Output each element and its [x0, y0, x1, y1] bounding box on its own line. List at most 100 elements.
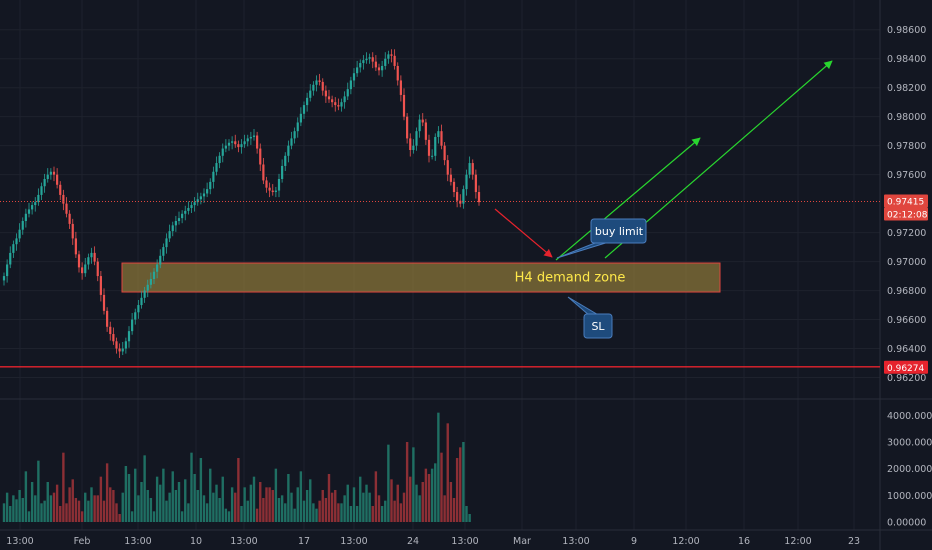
candle-body: [459, 200, 462, 204]
volume-bar: [274, 468, 278, 522]
candle-body: [346, 89, 349, 97]
candle-body: [9, 252, 12, 265]
candle-body: [315, 80, 318, 85]
volume-bar: [71, 479, 74, 522]
candle-body: [356, 67, 359, 74]
price-candles: [2, 49, 481, 358]
volume-bar: [343, 495, 346, 522]
volume-bar: [171, 471, 174, 522]
candle-body: [412, 145, 415, 151]
time-axis[interactable]: 13:00 Feb 13:00 10 13:00 17 13:00 24 13:00 Mar 13:…: [6, 536, 860, 547]
candle-body: [406, 116, 409, 139]
volume-bar: [65, 503, 68, 522]
volume-bar: [384, 500, 387, 522]
volume-bar: [249, 484, 253, 522]
candle-body: [177, 218, 181, 222]
price-axis[interactable]: 0.98600 0.98400 0.98200 0.98000 0.97800 0.976…: [887, 25, 926, 384]
candle-body: [456, 192, 459, 201]
volume-bar: [159, 484, 162, 522]
volume-bar: [421, 482, 424, 522]
candle-body: [252, 135, 256, 137]
candle-body: [284, 155, 287, 166]
sl-callout[interactable]: SL: [567, 296, 613, 339]
volume-bar: [68, 487, 71, 522]
volume-bar: [96, 495, 99, 522]
candle-body: [443, 145, 446, 161]
price-tick-label: 0.98200: [887, 83, 926, 94]
candle-body: [12, 244, 15, 253]
volume-bar: [118, 514, 121, 522]
candle-body: [46, 174, 49, 179]
candle-body: [449, 174, 452, 182]
red-down-arrow: [494, 208, 553, 258]
candle-body: [465, 174, 468, 190]
time-tick-label: 12:00: [784, 536, 811, 547]
time-tick-label: 9: [631, 536, 637, 547]
volume-bar: [321, 490, 324, 522]
volume-bar: [30, 482, 34, 522]
volume-bar: [21, 498, 24, 522]
buy-limit-box: [590, 218, 647, 244]
candle-body: [468, 163, 471, 175]
candle-body: [321, 81, 324, 91]
candle-body: [171, 225, 174, 232]
candle-body: [371, 57, 374, 62]
volume-bar: [255, 508, 259, 522]
volume-bar: [287, 474, 290, 522]
candle-body: [212, 171, 215, 182]
volume-bar: [149, 498, 153, 522]
price-tick-label: 0.96800: [887, 286, 926, 297]
volume-bar: [146, 490, 149, 522]
demand-zone-group[interactable]: H4 demand zone: [121, 262, 721, 293]
price-tick-label: 0.96200: [887, 373, 926, 384]
volume-bar: [115, 503, 118, 522]
candle-body: [15, 238, 18, 245]
volume-bar: [374, 471, 378, 522]
volume-bar: [434, 463, 437, 522]
candle-body: [277, 178, 281, 191]
volume-bar: [459, 447, 462, 522]
candle-body: [243, 141, 246, 145]
volume-bar: [18, 490, 21, 522]
volume-bar: [137, 495, 140, 522]
candle-body: [477, 192, 481, 203]
candle-body: [296, 122, 299, 132]
current-price-tag-bg: [884, 194, 928, 208]
time-tick-label: Mar: [513, 536, 531, 547]
candle-body: [187, 207, 190, 211]
candle-body: [159, 255, 162, 265]
candle-body: [168, 231, 171, 239]
candle-body: [52, 171, 56, 175]
candle-body: [199, 196, 202, 200]
candle-body: [71, 223, 74, 239]
candle-body: [6, 264, 9, 277]
candle-body: [181, 213, 184, 219]
candle-body: [196, 199, 199, 203]
price-tick-label: 0.97000: [887, 257, 926, 268]
sl-price-tag-bg: [884, 360, 928, 374]
demand-zone-box[interactable]: [121, 262, 721, 293]
volume-bar: [165, 500, 168, 522]
volume-bar: [349, 506, 353, 522]
buy-limit-callout[interactable]: buy limit: [556, 218, 647, 259]
volume-bar: [37, 460, 40, 522]
volume-bar: [293, 508, 296, 522]
candle-body: [365, 58, 368, 61]
volume-bar: [324, 498, 328, 522]
volume-bar: [262, 498, 265, 522]
volume-bar: [277, 498, 281, 522]
candle-body: [402, 94, 406, 117]
candle-body: [268, 187, 271, 191]
volume-bar: [90, 487, 93, 522]
candle-body: [390, 54, 393, 56]
volume-bar: [352, 487, 356, 522]
volume-bar: [202, 495, 206, 522]
volume-bar: [84, 492, 87, 522]
candle-body: [309, 90, 312, 98]
candle-body: [349, 80, 352, 90]
candle-body: [165, 238, 168, 248]
candle-body: [399, 80, 402, 95]
volume-bar: [43, 500, 46, 522]
candle-body: [68, 213, 71, 224]
